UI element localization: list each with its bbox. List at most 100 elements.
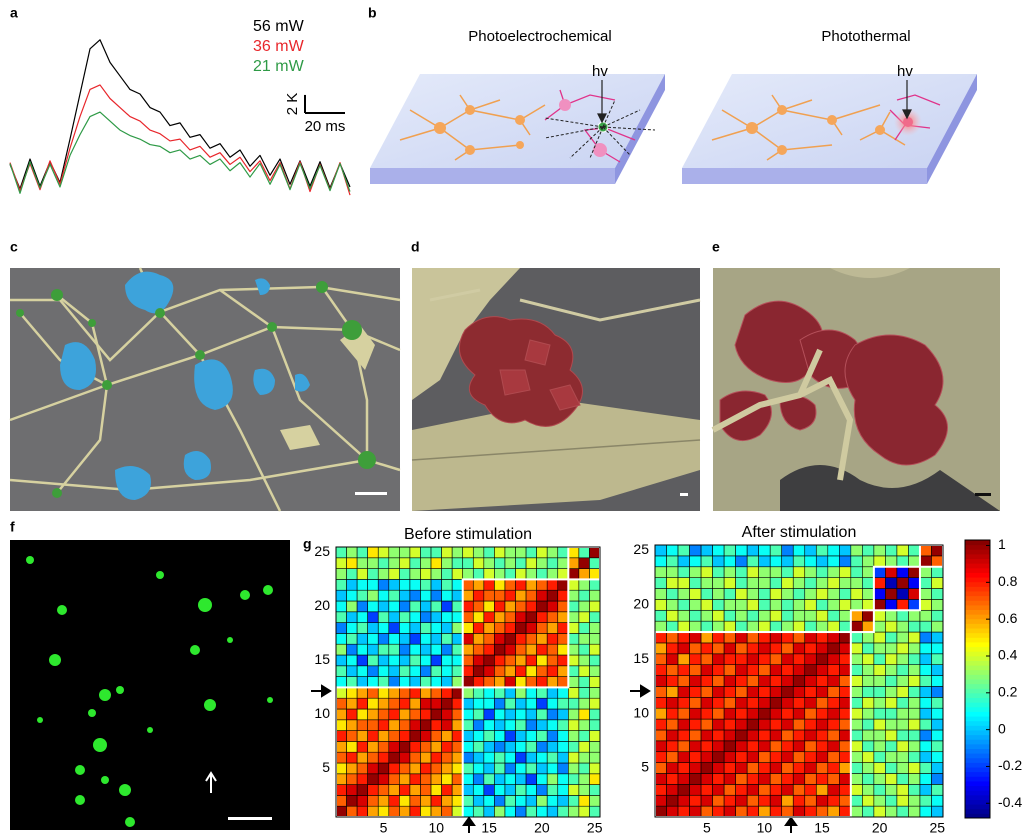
y-tick-label: 20 <box>633 596 649 612</box>
heatmap-cell <box>897 708 909 719</box>
heatmap-cell <box>368 644 379 655</box>
heatmap-cell <box>908 773 920 784</box>
heatmap-cell <box>336 763 347 774</box>
heatmap-cell <box>399 709 410 720</box>
heatmap-cell <box>690 741 702 752</box>
heatmap-cell <box>378 666 389 677</box>
heatmap-cell <box>713 599 725 610</box>
heatmap-cell <box>908 730 920 741</box>
heatmap-cell <box>537 612 548 623</box>
heatmap-cell <box>897 686 909 697</box>
heatmap-cell <box>724 599 736 610</box>
heatmap-cell <box>494 752 505 763</box>
heatmap-cell <box>655 556 667 567</box>
heatmap-cell <box>399 687 410 698</box>
heatmap-cell <box>431 558 442 569</box>
cell <box>198 598 212 612</box>
heatmap-cell <box>378 601 389 612</box>
heatmap-cell <box>505 731 516 742</box>
heatmap-cell <box>851 567 863 578</box>
heatmap-cell <box>885 730 897 741</box>
heatmap-cell <box>908 610 920 621</box>
heatmap-cell <box>516 741 527 752</box>
heatmap-cell <box>336 612 347 623</box>
heatmap-cell <box>420 687 431 698</box>
heatmap-cell <box>516 633 527 644</box>
heatmap-cell <box>526 709 537 720</box>
heatmap-cell <box>931 752 943 763</box>
heatmap-cell <box>389 612 400 623</box>
colorbar-swatch <box>965 605 990 610</box>
heatmap-cell <box>724 545 736 556</box>
heatmap-cell <box>347 655 358 666</box>
heatmap-cell <box>431 633 442 644</box>
heatmap-cell <box>357 655 368 666</box>
heatmap-cell <box>537 731 548 742</box>
heatmap-cell <box>713 784 725 795</box>
heatmap-cell <box>589 623 600 634</box>
heatmap-cell <box>516 709 527 720</box>
heatmap-cell <box>410 720 421 731</box>
x-tick-label: 25 <box>929 820 945 835</box>
cell <box>263 585 273 595</box>
heatmap-cell <box>713 578 725 589</box>
heatmap-cell <box>579 763 590 774</box>
heatmap-cell <box>505 547 516 558</box>
heatmap-cell <box>897 741 909 752</box>
cell <box>75 795 85 805</box>
heatmap-cell <box>589 741 600 752</box>
heatmap-cell <box>874 784 886 795</box>
heatmap-cell <box>885 697 897 708</box>
heatmap-cell <box>851 806 863 817</box>
heatmap-cell <box>805 795 817 806</box>
heatmap-cell <box>579 579 590 590</box>
heatmap-cell <box>782 676 794 687</box>
heatmap-cell <box>368 785 379 796</box>
colorbar-swatch <box>965 776 990 781</box>
heatmap-cell <box>399 590 410 601</box>
heatmap-cell <box>713 741 725 752</box>
heatmap-cell <box>874 545 886 556</box>
heatmap-cell <box>678 686 690 697</box>
heatmap-cell <box>347 558 358 569</box>
colorbar-swatch <box>965 739 990 744</box>
heatmap-cell <box>655 589 667 600</box>
heatmap-cell <box>431 677 442 688</box>
heatmap-cell <box>547 677 558 688</box>
heatmap-cell <box>368 731 379 742</box>
heatmap-cell <box>558 601 569 612</box>
heatmap-cell <box>908 708 920 719</box>
heatmap-cell <box>568 612 579 623</box>
heatmap-cell <box>793 610 805 621</box>
heatmap-cell <box>701 708 713 719</box>
heatmap-cell <box>378 633 389 644</box>
heatmap-cell <box>897 719 909 730</box>
heatmap-cell <box>505 569 516 580</box>
heatmap-cell <box>526 633 537 644</box>
heatmap-cell <box>505 558 516 569</box>
heatmap-cell <box>558 655 569 666</box>
heatmap-cell <box>655 741 667 752</box>
heatmap-cell <box>589 655 600 666</box>
heatmap-cell <box>701 578 713 589</box>
heatmap-cell <box>851 545 863 556</box>
heatmap-cell <box>897 599 909 610</box>
heatmap-cell <box>816 567 828 578</box>
heatmap-cell <box>931 784 943 795</box>
heatmap-cell <box>537 633 548 644</box>
heatmap-cell <box>874 730 886 741</box>
heatmap-cell <box>336 558 347 569</box>
heatmap-cell <box>908 632 920 643</box>
heatmap-cell <box>463 547 474 558</box>
heatmap-cell <box>484 752 495 763</box>
heatmap-cell <box>547 785 558 796</box>
heatmap-cell <box>667 795 679 806</box>
heatmap-cell <box>874 708 886 719</box>
heatmap-cell <box>357 774 368 785</box>
heatmap-cell <box>547 655 558 666</box>
heatmap-cell <box>484 666 495 677</box>
heatmap-cell <box>579 709 590 720</box>
heatmap-cell <box>357 795 368 806</box>
heatmap-cell <box>378 579 389 590</box>
heatmap-cell <box>782 665 794 676</box>
